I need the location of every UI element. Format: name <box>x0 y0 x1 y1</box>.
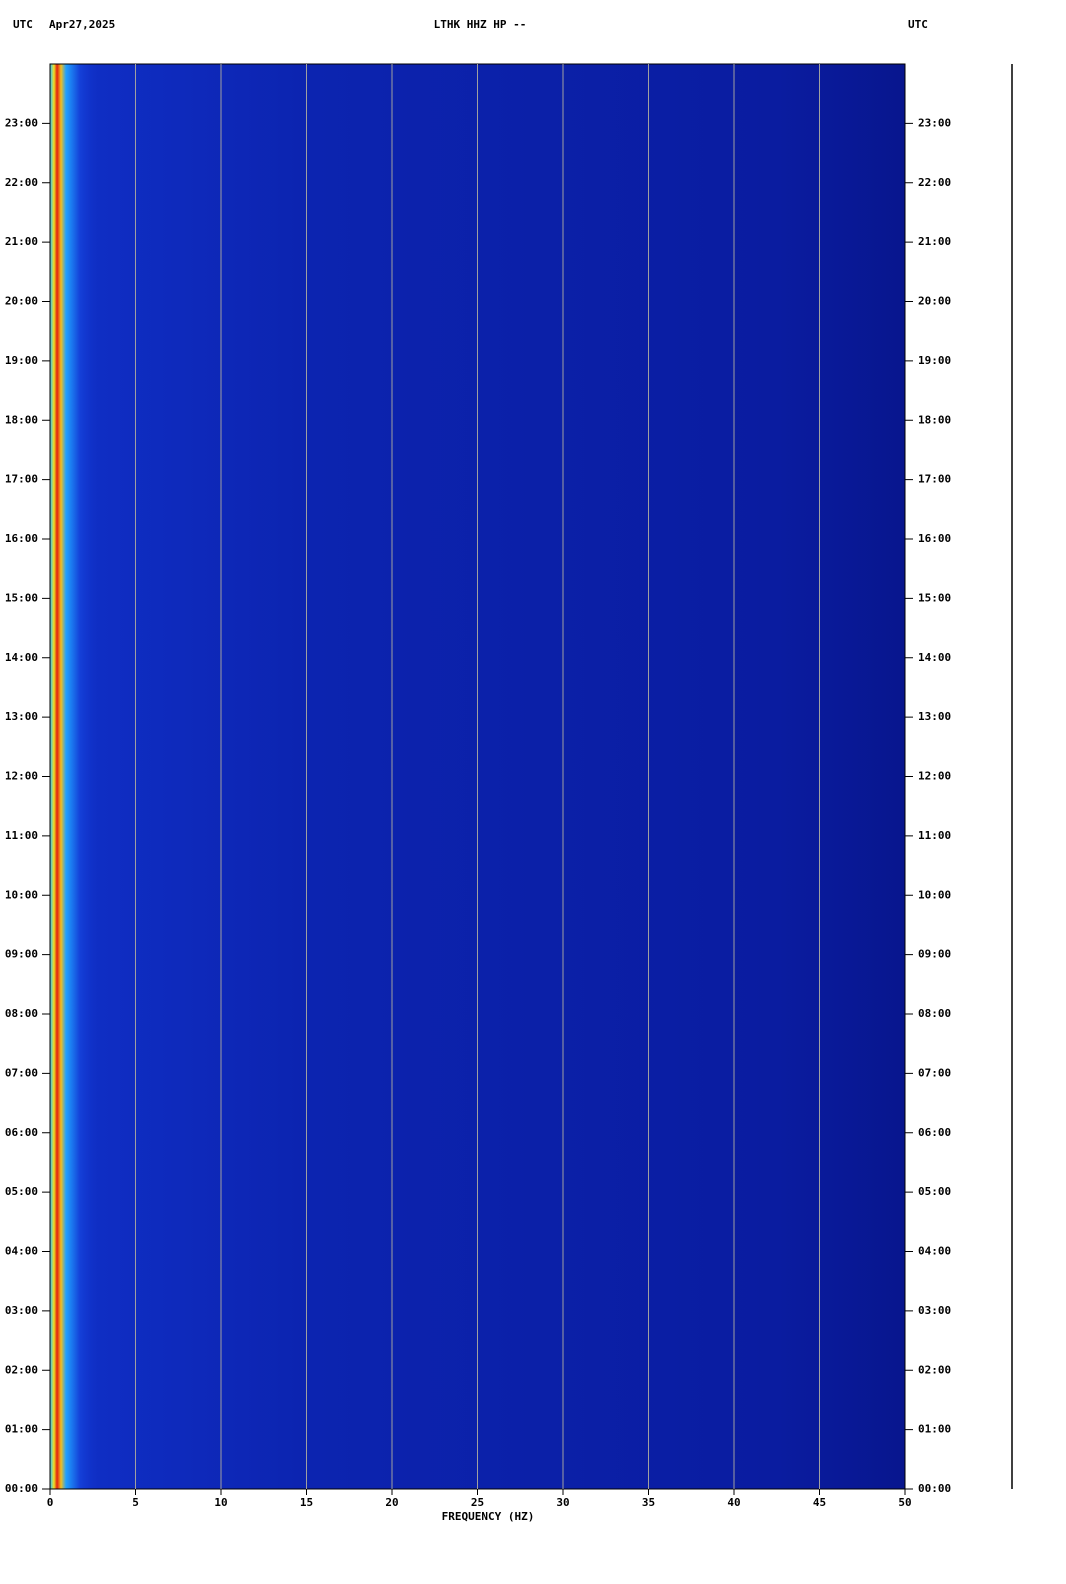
y-tick-label: 17:00 <box>5 473 38 486</box>
header-date: Apr27,2025 <box>49 18 115 31</box>
y-tick-label: 06:00 <box>5 1126 38 1139</box>
y-tick-label: 18:00 <box>918 413 951 426</box>
y-tick-label: 13:00 <box>918 710 951 723</box>
y-tick-label: 00:00 <box>5 1482 38 1495</box>
chart-title: LTHK HHZ HP -- <box>434 18 527 31</box>
low-frequency-band <box>50 64 100 1489</box>
x-tick-label: 30 <box>556 1496 569 1509</box>
y-tick-label: 15:00 <box>918 591 951 604</box>
y-tick-label: 16:00 <box>5 532 38 545</box>
y-tick-label: 07:00 <box>918 1066 951 1079</box>
y-tick-label: 09:00 <box>5 948 38 961</box>
y-tick-label: 07:00 <box>5 1066 38 1079</box>
x-tick-label: 10 <box>214 1496 227 1509</box>
y-tick-label: 20:00 <box>918 295 951 308</box>
y-tick-label: 20:00 <box>5 295 38 308</box>
y-tick-label: 02:00 <box>918 1363 951 1376</box>
y-tick-label: 18:00 <box>5 413 38 426</box>
y-tick-label: 22:00 <box>5 176 38 189</box>
x-tick-label: 40 <box>727 1496 740 1509</box>
y-tick-label: 12:00 <box>918 770 951 783</box>
x-tick-label: 20 <box>385 1496 398 1509</box>
y-tick-label: 09:00 <box>918 948 951 961</box>
y-tick-label: 04:00 <box>918 1245 951 1258</box>
y-tick-label: 02:00 <box>5 1363 38 1376</box>
y-tick-label: 19:00 <box>5 354 38 367</box>
x-tick-label: 35 <box>642 1496 655 1509</box>
y-tick-label: 11:00 <box>918 829 951 842</box>
y-tick-label: 03:00 <box>918 1304 951 1317</box>
y-tick-label: 04:00 <box>5 1245 38 1258</box>
x-tick-label: 50 <box>898 1496 911 1509</box>
y-tick-label: 17:00 <box>918 473 951 486</box>
y-tick-label: 00:00 <box>918 1482 951 1495</box>
y-tick-label: 15:00 <box>5 591 38 604</box>
x-tick-label: 0 <box>47 1496 54 1509</box>
y-tick-label: 08:00 <box>918 1007 951 1020</box>
y-tick-label: 23:00 <box>918 116 951 129</box>
x-tick-label: 25 <box>471 1496 484 1509</box>
header-zone: UTC <box>908 18 928 31</box>
y-tick-label: 16:00 <box>918 532 951 545</box>
y-tick-label: 03:00 <box>5 1304 38 1317</box>
y-tick-label: 01:00 <box>918 1423 951 1436</box>
y-tick-label: 14:00 <box>918 651 951 664</box>
y-tick-label: 13:00 <box>5 710 38 723</box>
y-tick-label: 23:00 <box>5 116 38 129</box>
x-tick-label: 15 <box>300 1496 313 1509</box>
y-tick-label: 08:00 <box>5 1007 38 1020</box>
x-tick-label: 45 <box>813 1496 826 1509</box>
y-tick-label: 05:00 <box>918 1185 951 1198</box>
y-tick-label: 10:00 <box>918 888 951 901</box>
x-tick-label: 5 <box>132 1496 139 1509</box>
y-tick-label: 12:00 <box>5 770 38 783</box>
header-zone: UTC <box>13 18 33 31</box>
y-tick-label: 01:00 <box>5 1423 38 1436</box>
y-tick-label: 05:00 <box>5 1185 38 1198</box>
y-tick-label: 10:00 <box>5 888 38 901</box>
y-tick-label: 19:00 <box>918 354 951 367</box>
y-tick-label: 14:00 <box>5 651 38 664</box>
y-tick-label: 21:00 <box>5 235 38 248</box>
y-tick-label: 06:00 <box>918 1126 951 1139</box>
x-axis-label: FREQUENCY (HZ) <box>442 1510 535 1523</box>
y-tick-label: 21:00 <box>918 235 951 248</box>
y-tick-label: 22:00 <box>918 176 951 189</box>
y-tick-label: 11:00 <box>5 829 38 842</box>
